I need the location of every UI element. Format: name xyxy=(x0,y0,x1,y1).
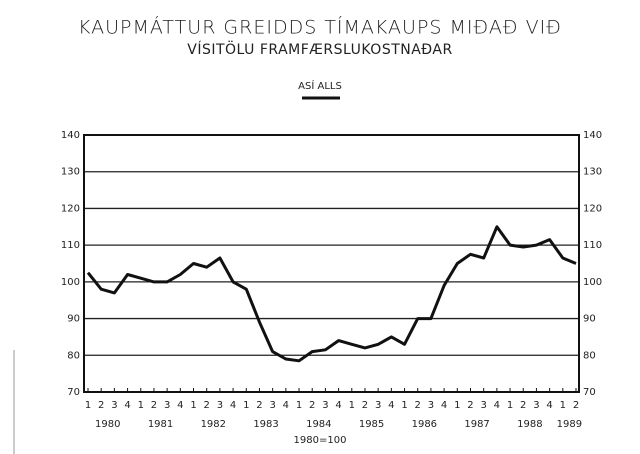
year-label: 1982 xyxy=(201,419,226,430)
x-tick-label: 1 xyxy=(243,400,249,411)
plot-frame xyxy=(83,134,580,393)
x-tick-label: 2 xyxy=(204,400,210,411)
x-tick-label: 2 xyxy=(309,400,315,411)
chart-subtitle: VÍSITÖLU FRAMFÆRSLUKOSTNAÐAR xyxy=(187,40,452,58)
data-line xyxy=(86,225,577,363)
x-tick-label: 1 xyxy=(401,400,407,411)
x-tick-label: 1 xyxy=(349,400,355,411)
x-tick-label: 4 xyxy=(494,400,500,411)
y2-tick-label: 70 xyxy=(583,387,596,398)
year-label: 1989 xyxy=(557,419,582,430)
year-label: 1980 xyxy=(95,419,120,430)
y-tick-label: 140 xyxy=(61,130,80,141)
x-tick-label: 4 xyxy=(230,400,236,411)
note: 1980=100 xyxy=(294,435,347,446)
y-tick-label: 130 xyxy=(61,167,80,178)
year-label: 1988 xyxy=(517,419,542,430)
x-tick-label: 2 xyxy=(151,400,157,411)
y2-tick-label: 100 xyxy=(583,277,602,288)
x-tick-label: 3 xyxy=(480,400,486,411)
x-tick-label: 2 xyxy=(573,400,579,411)
y-tick-label: 100 xyxy=(61,277,80,288)
y2-tick-label: 90 xyxy=(583,314,596,325)
y2-tick-label: 130 xyxy=(583,167,602,178)
x-tick-label: 3 xyxy=(428,400,434,411)
x-tick-label: 1 xyxy=(560,400,566,411)
y-tick-label: 70 xyxy=(67,387,80,398)
x-tick-label: 3 xyxy=(269,400,275,411)
year-label: 1981 xyxy=(148,419,173,430)
x-tick-label: 4 xyxy=(124,400,130,411)
year-label: 1985 xyxy=(359,419,384,430)
year-label: 1986 xyxy=(412,419,437,430)
y2-tick-label: 120 xyxy=(583,203,602,214)
chart-title: KAUPMÁTTUR GREIDDS TÍMAKAUPS MIÐAÐ VIÐ xyxy=(78,16,562,39)
y2-tick-label: 140 xyxy=(583,130,602,141)
x-tick-label: 1 xyxy=(507,400,513,411)
x-tick-label: 2 xyxy=(98,400,104,411)
year-label: 1987 xyxy=(464,419,489,430)
x-tick-label: 3 xyxy=(533,400,539,411)
y2-tick-label: 80 xyxy=(583,350,596,361)
x-tick-label: 2 xyxy=(362,400,368,411)
x-tick-label: 1 xyxy=(85,400,91,411)
x-tick-label: 3 xyxy=(111,400,117,411)
x-tick-label: 3 xyxy=(164,400,170,411)
year-label: 1983 xyxy=(253,419,278,430)
x-tick-label: 4 xyxy=(283,400,289,411)
y-tick-label: 80 xyxy=(67,350,80,361)
x-tick-label: 4 xyxy=(177,400,183,411)
x-tick-label: 3 xyxy=(217,400,223,411)
x-tick-label: 1 xyxy=(454,400,460,411)
x-tick-label: 2 xyxy=(415,400,421,411)
legend-label: ASÍ ALLS xyxy=(298,79,342,92)
x-tick-label: 2 xyxy=(520,400,526,411)
y-tick-label: 90 xyxy=(67,314,80,325)
x-tick-label: 1 xyxy=(296,400,302,411)
x-tick-label: 4 xyxy=(441,400,447,411)
x-tick-label: 4 xyxy=(546,400,552,411)
x-tick-label: 2 xyxy=(256,400,262,411)
y-tick-label: 110 xyxy=(61,240,80,251)
y2-tick-label: 110 xyxy=(583,240,602,251)
x-tick-label: 1 xyxy=(190,400,196,411)
x-tick-label: 1 xyxy=(138,400,144,411)
y-tick-label: 120 xyxy=(61,203,80,214)
x-tick-label: 4 xyxy=(388,400,394,411)
x-tick-label: 3 xyxy=(375,400,381,411)
x-tick-label: 4 xyxy=(335,400,341,411)
x-tick-label: 3 xyxy=(322,400,328,411)
year-label: 1984 xyxy=(306,419,331,430)
x-tick-label: 2 xyxy=(467,400,473,411)
